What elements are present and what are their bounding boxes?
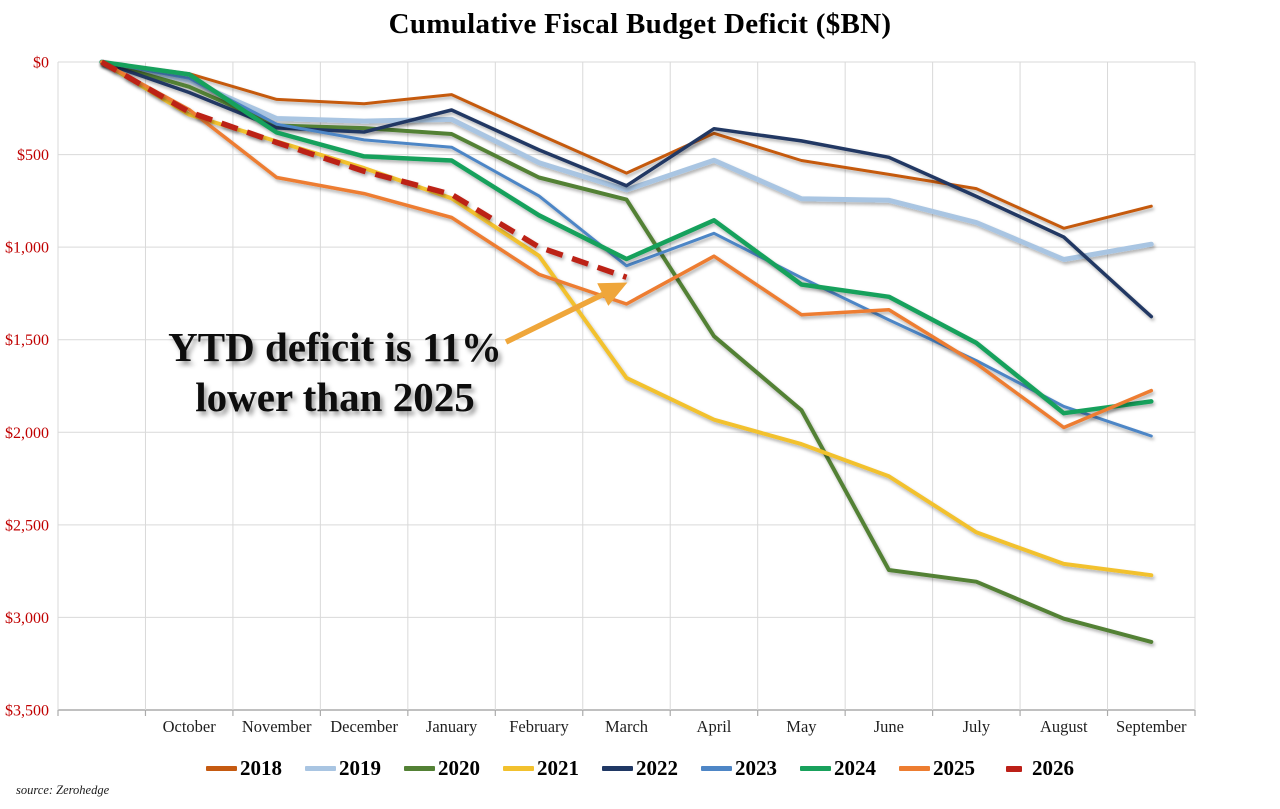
legend-swatch-2025	[899, 766, 930, 771]
legend-label-2018: 2018	[240, 756, 282, 780]
legend-label-2025: 2025	[933, 756, 975, 780]
annotation-line-1: YTD deficit is 11%	[168, 324, 502, 370]
annotation-line-2: lower than 2025	[195, 374, 475, 421]
x-axis-month-label: May	[786, 717, 817, 736]
series-line-2022	[99, 60, 1154, 319]
x-axis-month-label: October	[163, 717, 217, 736]
legend-label-2019: 2019	[339, 756, 381, 780]
legend-swatch-2019	[305, 766, 336, 771]
x-axis-month-label: September	[1116, 717, 1187, 736]
legend-item-2021: 2021	[503, 756, 579, 781]
legend-swatch-2020	[404, 766, 435, 771]
x-axis-month-label: December	[330, 717, 398, 736]
legend-label-2021: 2021	[537, 756, 579, 780]
source-credit: source: Zerohedge	[16, 783, 110, 797]
x-axis-month-label: February	[509, 717, 569, 736]
legend-item-2025: 2025	[899, 756, 975, 781]
legend-swatch-2022	[602, 766, 633, 771]
legend-swatch-2026	[998, 765, 1029, 772]
series-line-2018	[100, 60, 1153, 230]
y-axis-tick-label: $0	[33, 55, 49, 72]
series-line-2026	[100, 59, 628, 280]
y-axis-tick-label: $3,000	[5, 610, 49, 627]
x-axis-month-label: January	[426, 717, 478, 736]
legend-swatch-2018	[206, 766, 237, 771]
x-axis-month-label: March	[605, 717, 649, 736]
series-line-2023	[100, 60, 1153, 438]
x-axis-month-label: April	[697, 717, 732, 736]
legend-swatch-2023	[701, 766, 732, 771]
y-axis-tick-label: $2,000	[5, 425, 49, 442]
x-axis-month-label: November	[242, 717, 312, 736]
x-axis-month-label: June	[874, 717, 904, 736]
x-axis-month-label: July	[963, 717, 991, 736]
legend-label-2022: 2022	[636, 756, 678, 780]
chart-legend: 2018 2019 2020 2021 2022 2023 2024 2025 2026	[0, 756, 1280, 781]
legend-item-2023: 2023	[701, 756, 777, 781]
legend-item-2020: 2020	[404, 756, 480, 781]
y-axis-tick-label: $1,500	[5, 332, 49, 349]
series-line-2024	[99, 59, 1154, 416]
chart-title: Cumulative Fiscal Budget Deficit ($BN)	[388, 8, 892, 40]
annotation-arrow	[504, 282, 628, 345]
legend-label-2020: 2020	[438, 756, 480, 780]
annotation-callout: YTD deficit is 11% lower than 2025	[152, 322, 518, 422]
legend-label-2024: 2024	[834, 756, 876, 780]
legend-label-2023: 2023	[735, 756, 777, 780]
y-axis-tick-label: $1,000	[5, 240, 49, 257]
legend-swatch-2021	[503, 766, 534, 771]
legend-item-2019: 2019	[305, 756, 381, 781]
legend-item-2022: 2022	[602, 756, 678, 781]
legend-swatch-2024	[800, 766, 831, 771]
legend-item-2018: 2018	[206, 756, 282, 781]
legend-label-2026: 2026	[1032, 756, 1074, 780]
y-axis-tick-label: $3,500	[5, 703, 49, 720]
x-axis-month-label: August	[1040, 717, 1088, 736]
y-axis-tick-label: $500	[17, 147, 49, 164]
y-axis-tick-label: $2,500	[5, 517, 49, 534]
series-line-2019	[99, 59, 1154, 262]
legend-item-2024: 2024	[800, 756, 876, 781]
legend-item-2026: 2026	[998, 756, 1074, 781]
